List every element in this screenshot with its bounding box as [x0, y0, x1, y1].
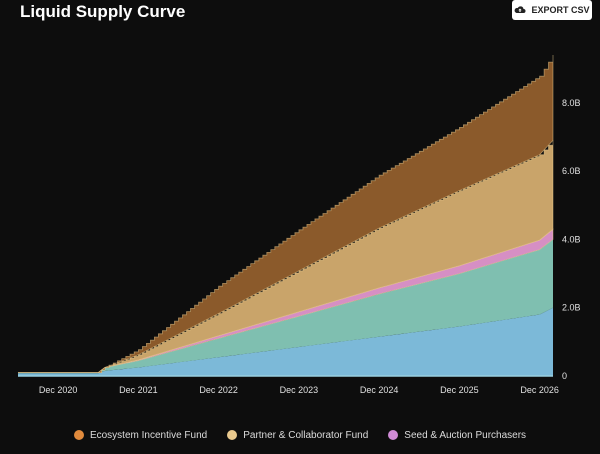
y-tick-label: 6.0B	[562, 166, 581, 176]
x-tick-label: Dec 2026	[520, 385, 559, 395]
export-csv-button[interactable]: EXPORT CSV	[512, 0, 592, 20]
y-tick-label: 0	[562, 371, 567, 381]
series-area-blue_base	[18, 307, 553, 376]
legend-label: Seed & Auction Purchasers	[404, 429, 527, 441]
export-csv-label: EXPORT CSV	[531, 5, 590, 15]
x-tick-label: Dec 2021	[119, 385, 158, 395]
legend-dot-icon	[227, 430, 238, 440]
y-tick-label: 8.0B	[562, 98, 581, 108]
y-tick-label: 2.0B	[562, 303, 581, 313]
x-tick-label: Dec 2022	[199, 385, 238, 395]
legend-label: Ecosystem Incentive Fund	[89, 429, 208, 441]
legend-item[interactable]: Partner & Collaborator Fund	[227, 427, 368, 443]
legend-dot-icon	[388, 430, 399, 440]
cloud-upload-icon	[515, 6, 526, 13]
series-area-ecosystem-incentive-fund	[18, 55, 554, 373]
chart-title: Liquid Supply Curve	[20, 2, 186, 21]
legend-item[interactable]: Ecosystem Incentive Fund	[73, 427, 208, 443]
series-area-teal_base	[18, 239, 553, 374]
legend-dot-icon	[73, 430, 84, 440]
legend-label: Partner & Collaborator Fund	[243, 429, 369, 441]
x-tick-label: Dec 2025	[440, 385, 479, 395]
x-tick-label: Dec 2023	[280, 385, 319, 395]
legend-item[interactable]: Seed & Auction Purchasers	[388, 427, 526, 443]
y-tick-label: 4.0B	[562, 234, 581, 244]
x-tick-label: Dec 2024	[360, 385, 399, 395]
x-tick-label: Dec 2020	[39, 385, 78, 395]
chart-legend: Ecosystem Incentive Fund Partner & Collab…	[0, 427, 600, 443]
